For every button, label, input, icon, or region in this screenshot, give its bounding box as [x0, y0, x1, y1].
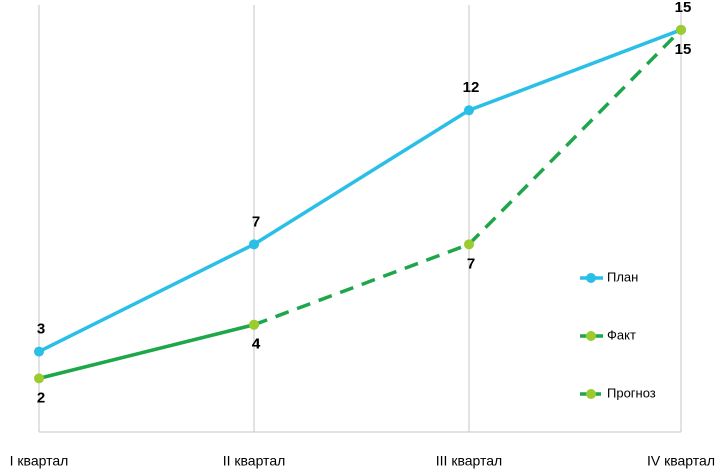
- data-label: 15: [675, 0, 692, 16]
- legend-marker: [586, 273, 596, 283]
- data-point: [34, 346, 44, 357]
- x-tick-label: IV квартал: [647, 453, 715, 469]
- data-point: [464, 239, 474, 250]
- data-point: [676, 24, 686, 35]
- data-point: [464, 105, 474, 116]
- legend-label: План: [607, 269, 638, 284]
- data-label: 7: [467, 255, 475, 272]
- x-tick-label: III квартал: [436, 453, 502, 469]
- data-label: 2: [37, 389, 45, 406]
- data-point: [249, 239, 259, 250]
- data-label: 3: [37, 321, 45, 338]
- x-tick-label: I квартал: [10, 453, 69, 469]
- data-label: 12: [463, 79, 480, 96]
- data-label: 15: [675, 41, 692, 58]
- legend-label: Факт: [607, 327, 636, 342]
- series-line: [38, 323, 255, 381]
- data-label: 4: [252, 336, 261, 353]
- legend-marker: [586, 331, 596, 341]
- legend-marker: [586, 389, 596, 399]
- data-label: 7: [252, 213, 260, 230]
- data-point: [249, 319, 259, 330]
- legend-label: Прогноз: [607, 385, 656, 400]
- data-label: 4: [252, 336, 261, 353]
- series-line: [253, 28, 683, 327]
- data-point: [34, 373, 44, 384]
- x-tick-label: II квартал: [223, 453, 286, 469]
- series-line: [38, 28, 682, 354]
